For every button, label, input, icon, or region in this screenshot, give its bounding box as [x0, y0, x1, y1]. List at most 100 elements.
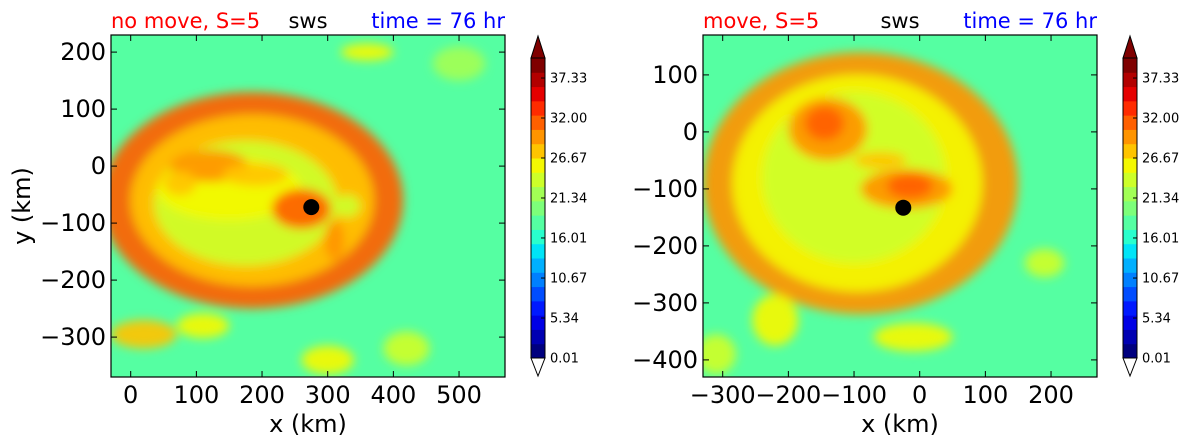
colorbar-extend-max: [530, 34, 546, 59]
y-tick-label: 100: [652, 61, 698, 89]
x-tick-label: 100: [173, 381, 219, 409]
colorbar-segment: [1123, 343, 1137, 359]
heatmap-contour: [271, 188, 331, 229]
heatmap-contour: [163, 170, 197, 196]
heatmap-contour: [383, 331, 430, 366]
y-tick-label: −400: [632, 346, 698, 374]
colorbar-tick-label: 37.33: [1142, 72, 1179, 87]
colorbar-tick-label: 37.33: [550, 72, 587, 87]
colorbar-segment: [1123, 172, 1137, 188]
colorbar-segment: [1123, 143, 1137, 159]
colorbar-segment: [1123, 129, 1137, 145]
left-x-axis-label: x (km): [269, 410, 347, 438]
colorbar-tick-label: 16.01: [1142, 231, 1179, 246]
colorbar-frame: [530, 57, 546, 359]
colorbar-segment: [531, 215, 545, 230]
x-tick-label: 300: [305, 381, 351, 409]
colorbar-segment: [531, 129, 545, 145]
colorbar-segment: [531, 100, 545, 116]
y-tick-label: −100: [40, 209, 106, 237]
colorbar-segment: [531, 286, 545, 302]
heatmap-contour: [752, 294, 799, 346]
colorbar-segment: [531, 172, 545, 188]
colorbar-tick-label: 26.67: [550, 152, 587, 167]
colorbar-tick-label: 32.00: [1142, 112, 1179, 127]
left-y-axis-label: y (km): [8, 167, 36, 245]
heatmap-contour: [1024, 248, 1065, 278]
left-heatmap: [111, 35, 505, 377]
colorbar-extend-min: [1122, 357, 1138, 378]
colorbar-segment: [1123, 215, 1137, 230]
storm-center-marker: [895, 199, 912, 216]
right-panel-title-center: sws: [880, 9, 919, 33]
colorbar-segment: [531, 258, 545, 273]
colorbar-tick-label: 16.01: [550, 231, 587, 246]
colorbar-segment: [1123, 243, 1137, 259]
y-tick-label: 100: [60, 95, 106, 123]
colorbar-segment: [1123, 58, 1137, 73]
colorbar-extend-min: [530, 357, 546, 378]
right-x-axis-label: x (km): [861, 410, 939, 438]
colorbar-segment: [531, 229, 545, 245]
y-tick-label: −300: [40, 323, 106, 351]
colorbar-segment: [531, 186, 545, 202]
x-tick-label: 200: [1028, 381, 1074, 409]
colorbar-segment: [531, 200, 545, 216]
x-tick-label: −100: [821, 381, 887, 409]
x-tick-label: 0: [123, 381, 138, 409]
left-colorbar: 0.01 5.34 10.67 16.01 21.34 26.67 32.00 37.33: [530, 34, 587, 378]
colorbar-tick-label: 21.34: [550, 191, 587, 206]
colorbar-segment: [531, 143, 545, 159]
x-tick-label: −300: [690, 381, 756, 409]
colorbar-segment: [1123, 100, 1137, 116]
x-tick-label: 200: [239, 381, 285, 409]
colorbar-segment: [1123, 286, 1137, 302]
left-ticks: 0 100 200 300 400 500 200 100 0 −100 −200 −300: [40, 35, 505, 409]
heatmap-contour: [804, 106, 845, 141]
right-panel-title-right: time = 76 hr: [963, 9, 1097, 33]
colorbar-segment: [1123, 72, 1137, 88]
colorbar-segment: [531, 272, 545, 288]
y-tick-label: −300: [632, 289, 698, 317]
colorbar-segment: [531, 315, 545, 330]
heatmap-contour: [176, 313, 230, 339]
right-panel: move, S=5 sws time = 76 hr −300 −200 −100 0…: [632, 9, 1098, 438]
heatmap-contour: [301, 345, 354, 375]
right-plot-frame: [702, 34, 1098, 378]
colorbar-tick-label: 10.67: [1142, 272, 1179, 287]
x-tick-label: 0: [912, 381, 927, 409]
colorbar-extend-max: [1122, 34, 1138, 59]
colorbar-segment: [531, 158, 545, 173]
colorbar-segment: [1123, 186, 1137, 202]
y-tick-label: −100: [632, 175, 698, 203]
right-panel-title-left: move, S=5: [703, 9, 819, 33]
colorbar-segment: [1123, 86, 1137, 102]
colorbar-segment: [1123, 158, 1137, 173]
storm-center-marker: [303, 199, 320, 216]
x-tick-label: 400: [370, 381, 416, 409]
colorbar-segment: [1123, 229, 1137, 245]
colorbar-segment: [1123, 300, 1137, 316]
left-panel-title-right: time = 76 hr: [371, 9, 505, 33]
colorbar-segment: [531, 86, 545, 102]
y-tick-label: 200: [60, 38, 106, 66]
colorbar-tick-label: 10.67: [550, 272, 587, 287]
x-tick-label: 100: [962, 381, 1008, 409]
right-colorbar: 0.01 5.34 10.67 16.01 21.34 26.67 32.00 37.33: [1122, 34, 1179, 378]
colorbar-segment: [531, 329, 545, 345]
colorbar-segment: [1123, 329, 1137, 345]
colorbar-tick-label: 32.00: [550, 112, 587, 127]
colorbar-segment: [1123, 258, 1137, 273]
colorbar-segment: [531, 243, 545, 259]
left-panel: no move, S=5 sws time = 76 hr 0 100 200 300…: [8, 9, 506, 438]
colorbar-segment: [1123, 315, 1137, 330]
heatmap-contour: [886, 173, 933, 199]
colorbar-tick-label: 0.01: [1142, 352, 1171, 367]
colorbar-tick-label: 5.34: [1142, 312, 1171, 327]
colorbar-segment: [1123, 200, 1137, 216]
heatmap-contour: [340, 43, 394, 61]
colorbar-frame: [1122, 57, 1138, 359]
colorbar-segment: [531, 300, 545, 316]
